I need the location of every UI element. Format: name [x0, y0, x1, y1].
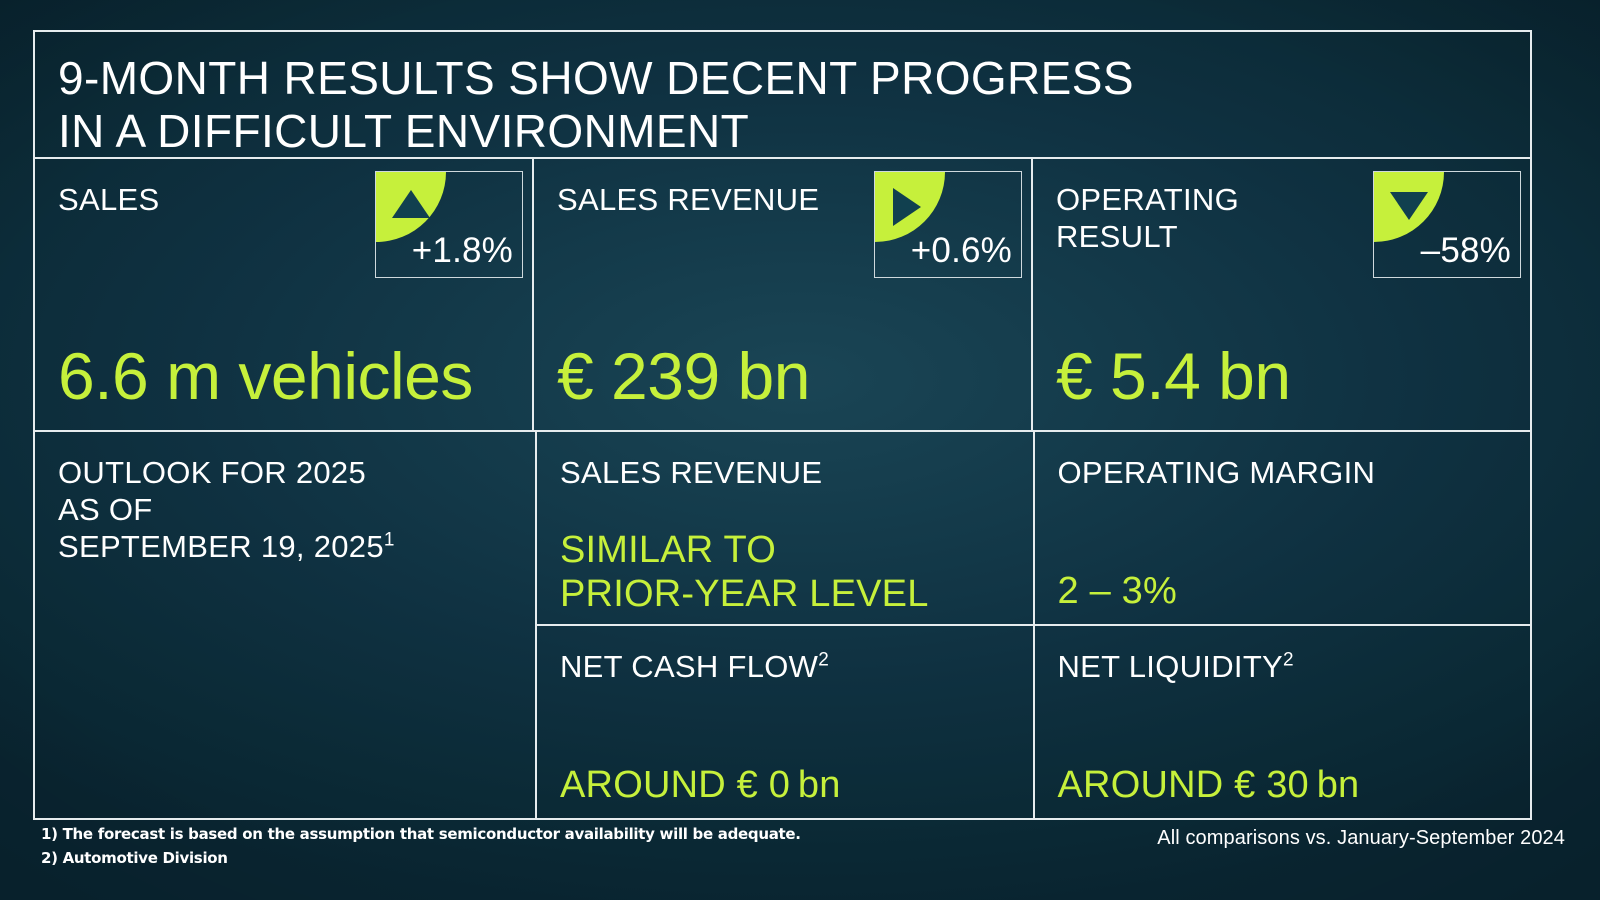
cell-label-text: NET CASH FLOW [560, 649, 819, 684]
kpi-card-sales: SALES +1.8% 6.6 m vehicles [35, 159, 532, 430]
kpi-card-operating-result: OPERATING RESULT –58% € 5.4 bn [1031, 159, 1530, 430]
outlook-title-line-1: OUTLOOK FOR 2025 [58, 455, 367, 490]
footnote-1: 1) The forecast is based on the assumpti… [41, 825, 801, 843]
kpi-label: OPERATING RESULT [1056, 182, 1239, 254]
outlook-cell-net-cash-flow: NET CASH FLOW2 AROUND € 0 bn [537, 626, 1033, 818]
triangle-down-icon [1390, 192, 1428, 220]
kpi-change-value: –58% [1420, 231, 1511, 270]
outlook-metrics: SALES REVENUE SIMILAR TO PRIOR-YEAR LEVE… [535, 432, 1530, 818]
outlook-cell-net-liquidity: NET LIQUIDITY2 AROUND € 30 bn [1032, 626, 1531, 818]
page-title: 9-MONTH RESULTS SHOW DECENT PROGRESS IN … [35, 32, 1530, 159]
outlook-heading-cell: OUTLOOK FOR 2025 AS OF SEPTEMBER 19, 202… [35, 432, 535, 818]
kpi-change-value: +0.6% [910, 231, 1012, 270]
cell-label: OPERATING MARGIN [1058, 454, 1531, 491]
outlook-band-top: SALES REVENUE SIMILAR TO PRIOR-YEAR LEVE… [537, 432, 1530, 624]
kpi-value: € 5.4 bn [1056, 339, 1291, 413]
cell-value: SIMILAR TO PRIOR-YEAR LEVEL [560, 529, 929, 615]
footnote-2: 2) Automotive Division [41, 849, 228, 867]
kpi-change-badge: –58% [1373, 171, 1521, 278]
cell-label: NET LIQUIDITY2 [1058, 648, 1531, 685]
title-line-2: IN A DIFFICULT ENVIRONMENT [58, 105, 750, 157]
cell-label-text: NET LIQUIDITY [1057, 649, 1284, 684]
kpi-row: SALES +1.8% 6.6 m vehicles SALES REVENUE… [35, 159, 1530, 432]
kpi-value: 6.6 m vehicles [58, 339, 473, 413]
footnotes: 1) The forecast is based on the assumpti… [33, 822, 801, 870]
outlook-cell-sales-revenue: SALES REVENUE SIMILAR TO PRIOR-YEAR LEVE… [537, 432, 1033, 624]
cell-label-text: SALES REVENUE [560, 455, 823, 490]
footnote-marker-1: 1 [383, 529, 395, 551]
kpi-change-value: +1.8% [411, 231, 513, 270]
kpi-label: SALES [58, 182, 160, 217]
title-line-1: 9-MONTH RESULTS SHOW DECENT PROGRESS [58, 52, 1134, 104]
kpi-card-sales-revenue: SALES REVENUE +0.6% € 239 bn [532, 159, 1031, 430]
kpi-value: € 239 bn [557, 339, 810, 413]
footer: 1) The forecast is based on the assumpti… [33, 822, 1567, 882]
outlook-date: SEPTEMBER 19, 2025 [58, 529, 384, 564]
triangle-right-icon [893, 188, 921, 226]
cell-label: NET CASH FLOW2 [560, 648, 1033, 685]
kpi-label: SALES REVENUE [557, 182, 820, 217]
results-panel: 9-MONTH RESULTS SHOW DECENT PROGRESS IN … [33, 30, 1532, 820]
cell-label-text: OPERATING MARGIN [1057, 455, 1376, 490]
cell-value: 2 – 3% [1057, 570, 1178, 612]
kpi-change-badge: +0.6% [874, 171, 1022, 278]
outlook-title-line-3: SEPTEMBER 19, 20251 [58, 528, 535, 565]
cell-value: AROUND € 30 bn [1057, 764, 1360, 806]
comparison-note: All comparisons vs. January-September 20… [1157, 827, 1565, 849]
footnote-marker-2: 2 [818, 649, 830, 671]
footnote-marker-2: 2 [1283, 649, 1294, 671]
cell-label: SALES REVENUE [560, 454, 1033, 491]
kpi-change-badge: +1.8% [375, 171, 523, 278]
cell-value: AROUND € 0 bn [560, 764, 841, 806]
outlook-title-line-2: AS OF [58, 492, 153, 527]
outlook-cell-operating-margin: OPERATING MARGIN 2 – 3% [1032, 432, 1531, 624]
outlook-row: OUTLOOK FOR 2025 AS OF SEPTEMBER 19, 202… [35, 432, 1530, 818]
outlook-band-bottom: NET CASH FLOW2 AROUND € 0 bn NET LIQUIDI… [537, 624, 1530, 818]
triangle-up-icon [392, 190, 430, 218]
